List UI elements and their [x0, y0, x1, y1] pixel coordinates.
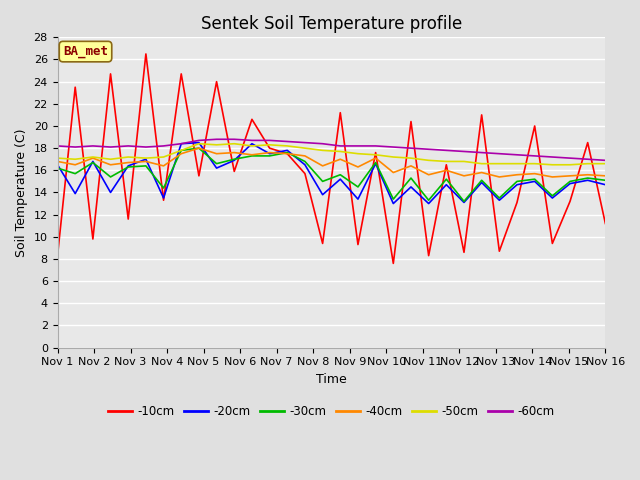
Y-axis label: Soil Temperature (C): Soil Temperature (C) [15, 128, 28, 257]
Text: BA_met: BA_met [63, 45, 108, 58]
Legend: -10cm, -20cm, -30cm, -40cm, -50cm, -60cm: -10cm, -20cm, -30cm, -40cm, -50cm, -60cm [103, 400, 559, 422]
Title: Sentek Soil Temperature profile: Sentek Soil Temperature profile [201, 15, 462, 33]
X-axis label: Time: Time [316, 373, 347, 386]
